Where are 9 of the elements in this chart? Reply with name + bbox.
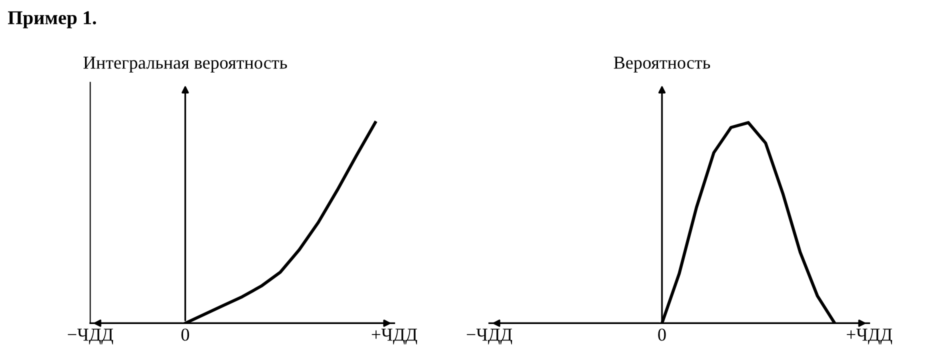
- x-tick-label: −ЧДД: [68, 328, 114, 344]
- chart-title: Пример 1.: [8, 11, 96, 28]
- x-tick-label: 0: [658, 328, 666, 341]
- x-tick-label: +ЧДД: [372, 328, 418, 344]
- x-tick-label: 0: [181, 328, 190, 341]
- y-axis-title: Интегральная вероятность: [83, 56, 287, 72]
- x-tick-label: +ЧДД: [846, 328, 892, 344]
- y-axis-title: Вероятность: [614, 56, 710, 72]
- x-tick-label: −ЧДД: [466, 328, 512, 344]
